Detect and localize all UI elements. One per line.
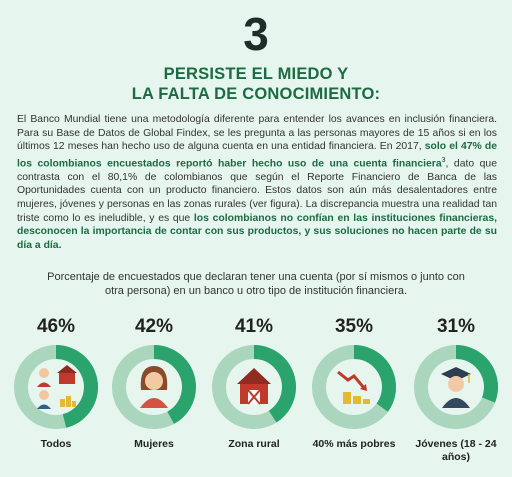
donut-ring (312, 345, 396, 429)
paragraph-text-2: , dato que contrasta con el 80,1% de col… (17, 158, 497, 224)
woman-icon (140, 366, 168, 408)
coins-down-icon (337, 370, 370, 404)
stat-percent: 35% (334, 316, 374, 337)
stat-label: Zona rural (228, 438, 280, 450)
stat-label: Mujeres (134, 438, 174, 450)
stat-percent: 42% (134, 316, 174, 337)
title-line-2: LA FALTA DE CONOCIMIENTO: (131, 85, 381, 103)
graduate-icon (441, 367, 471, 408)
stats-row: 46% Todos 42% Mujeres 41% (0, 316, 512, 477)
section-number: 3 (243, 8, 269, 60)
stat-todos: 46% Todos (6, 316, 106, 451)
stat-label: 40% más pobres (312, 438, 396, 450)
footnote-ref: 3 (441, 156, 446, 164)
paragraph-highlight-2: los colombianos no confían en las instit… (17, 212, 497, 251)
stat-percent: 41% (234, 316, 274, 337)
paragraph-highlight-1: solo el 47% de los colombianos encuestad… (17, 141, 497, 170)
paragraph-text-1: El Banco Mundial tiene una metodología d… (17, 114, 497, 153)
stat-label: Jóvenes (18 - 24 años) (415, 438, 497, 463)
stat-label: Todos (40, 438, 72, 450)
body-paragraph: El Banco Mundial tiene una metodología d… (17, 113, 497, 252)
donut-ring (112, 345, 196, 429)
stat-percent: 46% (36, 316, 76, 337)
figure-caption: Porcentaje de encuestados que declaran t… (47, 271, 465, 297)
stat-percent: 31% (436, 316, 476, 337)
barn-icon (237, 368, 271, 405)
title-line-1: PERSISTE EL MIEDO Y (163, 65, 349, 83)
donut-ring (414, 345, 498, 429)
stat-mas-pobres: 35% 40% más pobres (304, 316, 404, 451)
stat-mujeres: 42% Mujeres (104, 316, 204, 451)
stat-zona-rural: 41% Zona rural (204, 316, 304, 451)
section-title: PERSISTE EL MIEDO Y LA FALTA DE CONOCIMI… (0, 64, 512, 104)
donut-ring (14, 345, 98, 429)
stat-jovenes: 31% Jóvenes (18 - 24 años) (406, 316, 506, 464)
people-group-icon (37, 365, 77, 409)
donut-ring (212, 345, 296, 429)
